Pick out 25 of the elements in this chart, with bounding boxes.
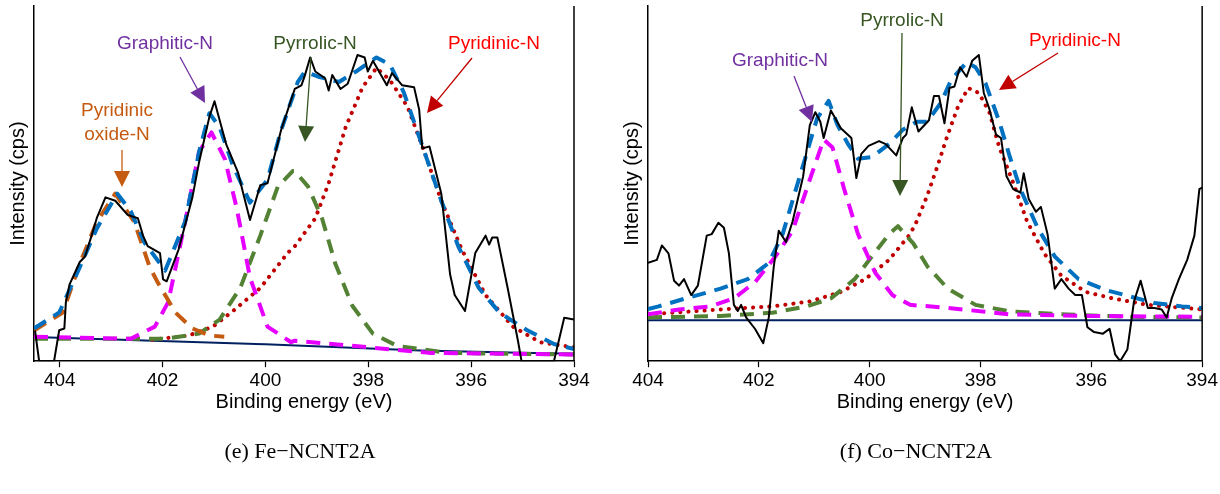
x-tick-label: 394 xyxy=(558,368,591,390)
x-tick-label: 404 xyxy=(632,368,665,390)
x-tick-label: 396 xyxy=(455,368,487,390)
text: (f) Co−NCNT2A xyxy=(838,438,994,464)
x-tick-label: 398 xyxy=(964,368,997,390)
text: Pyridinic-N xyxy=(447,31,541,55)
x-axis-title: Binding energy (eV) xyxy=(836,389,1014,412)
x-tick-label: 402 xyxy=(146,368,179,390)
text: Pyridinic-N xyxy=(1028,28,1122,52)
y-axis-title: Intensity (cps) xyxy=(619,121,642,246)
text: Graphitic-N xyxy=(115,31,215,55)
x-tick-label: 394 xyxy=(1186,368,1219,390)
text: Pyrrolic-N xyxy=(272,31,358,55)
x-tick-label: 404 xyxy=(43,368,76,390)
x-tick-label: 398 xyxy=(352,368,385,390)
text: (e) Fe−NCNT2A xyxy=(223,438,377,464)
annotation: Graphitic-N xyxy=(730,48,830,72)
x-tick-label: 396 xyxy=(1075,368,1108,390)
text: Pyrrolic-N xyxy=(859,8,945,32)
x-tick-label: 402 xyxy=(742,368,775,390)
x-tick-label: 400 xyxy=(853,368,886,390)
y-axis-title: Intensity (cps) xyxy=(5,121,28,246)
annotation: Pyridinic oxide-N xyxy=(80,98,154,146)
x-axis-title: Binding energy (eV) xyxy=(215,389,393,412)
x-tick-label: 400 xyxy=(249,368,282,390)
